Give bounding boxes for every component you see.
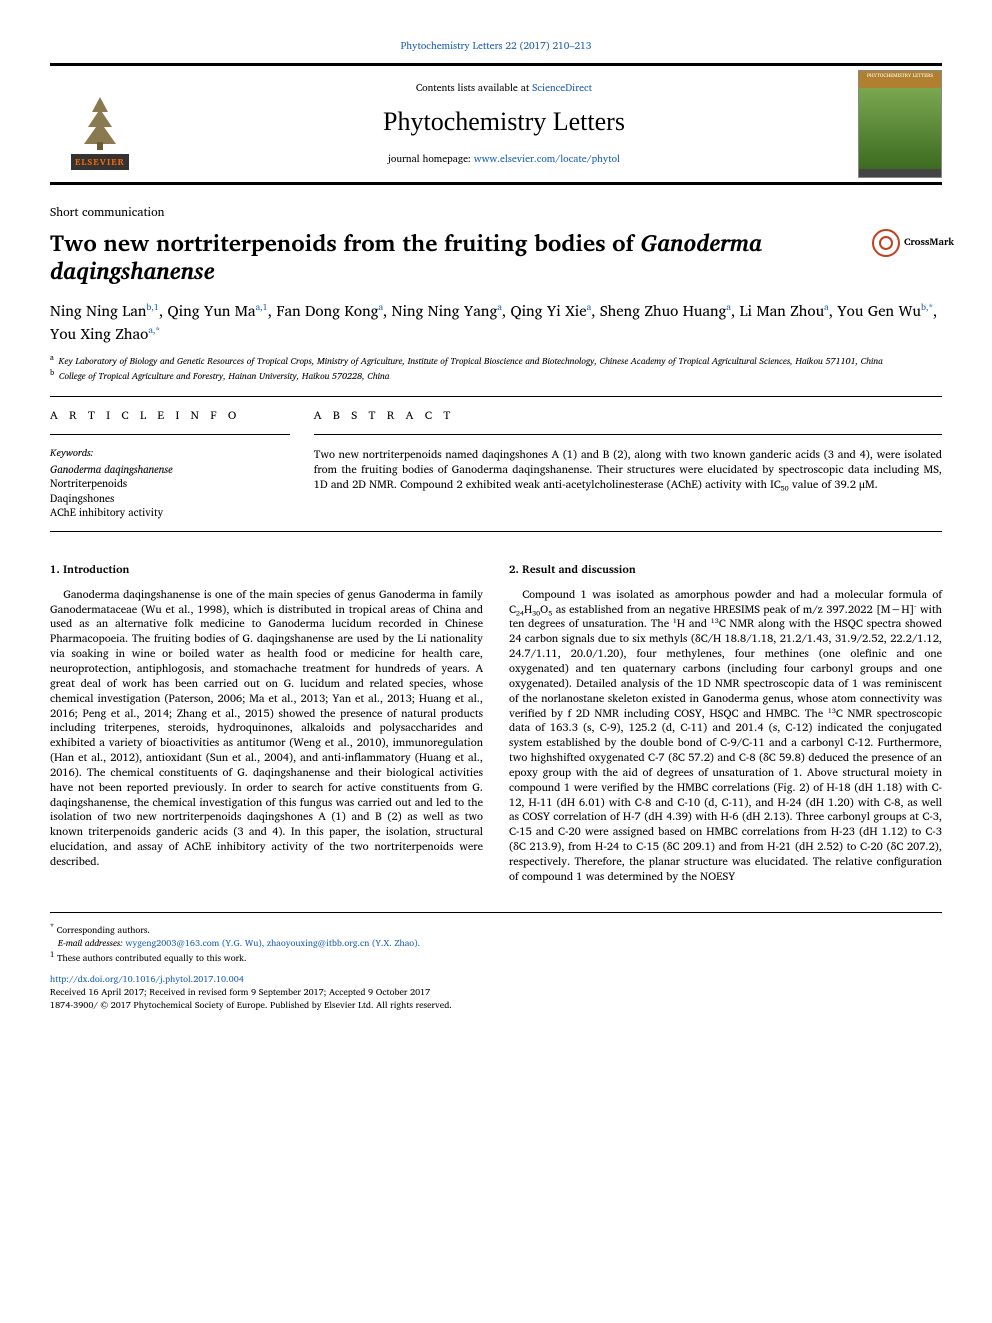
email-link[interactable]: wygeng2003@163.com (Y.G. Wu), zhaoyouxin…: [125, 935, 420, 950]
corresponding-note: * Corresponding authors.: [50, 921, 942, 936]
affiliation-b: b College of Tropical Agriculture and Fo…: [50, 368, 942, 383]
article-title: Two new nortriterpenoids from the fruiti…: [50, 229, 942, 287]
copyright-line: 1874-3900/ © 2017 Phytochemical Society …: [50, 998, 942, 1011]
cover-image: [859, 88, 941, 169]
header-center: Contents lists available at ScienceDirec…: [150, 82, 858, 166]
journal-header: ELSEVIER Contents lists available at Sci…: [50, 63, 942, 185]
journal-homepage-link[interactable]: www.elsevier.com/locate/phytol: [474, 151, 620, 167]
article-type: Short communication: [50, 205, 942, 221]
abstract-head: A B S T R A C T: [314, 409, 942, 435]
equal-contrib-note: 1 These authors contributed equally to t…: [50, 949, 942, 964]
elsevier-logo: ELSEVIER: [50, 74, 150, 174]
page-footer: * Corresponding authors. E-mail addresse…: [50, 912, 942, 1011]
article-info-head: A R T I C L E I N F O: [50, 409, 290, 435]
contents-line: Contents lists available at ScienceDirec…: [150, 82, 858, 95]
crossmark-icon: [872, 229, 900, 257]
keyword-item: AChE inhibitory activity: [50, 505, 290, 519]
info-abstract-block: A R T I C L E I N F O Keywords: Ganoderm…: [50, 396, 942, 532]
homepage-prefix: journal homepage:: [388, 151, 474, 167]
crossmark-label: CrossMark: [904, 236, 954, 249]
running-head: Phytochemistry Letters 22 (2017) 210–213: [50, 40, 942, 53]
homepage-line: journal homepage: www.elsevier.com/locat…: [150, 153, 858, 166]
journal-cover: PHYTOCHEMISTRY LETTERS: [858, 70, 942, 178]
cover-footer: [859, 169, 941, 177]
authors: Ning Ning Lanb,1, Qing Yun Maa,1, Fan Do…: [50, 300, 942, 345]
doi-link[interactable]: http://dx.doi.org/10.1016/j.phytol.2017.…: [50, 972, 942, 985]
abstract-text: Two new nortriterpenoids named daqingsho…: [314, 447, 942, 492]
sciencedirect-link[interactable]: ScienceDirect: [532, 80, 592, 96]
keywords-head: Keywords:: [50, 447, 290, 460]
email-line: E-mail addresses: wygeng2003@163.com (Y.…: [50, 936, 942, 949]
section-1-head: 1. Introduction: [50, 562, 483, 577]
received-line: Received 16 April 2017; Received in revi…: [50, 985, 942, 998]
abstract-col: A B S T R A C T Two new nortriterpenoids…: [300, 397, 942, 531]
running-head-link[interactable]: Phytochemistry Letters 22 (2017) 210–213: [401, 38, 592, 54]
body-columns: 1. Introduction Ganoderma daqingshanense…: [50, 562, 942, 884]
crossmark-badge[interactable]: CrossMark: [872, 229, 962, 257]
contents-prefix: Contents lists available at: [416, 80, 532, 96]
affiliation-a: a Key Laboratory of Biology and Genetic …: [50, 353, 942, 368]
elsevier-tree-icon: [70, 92, 130, 152]
article-info-col: A R T I C L E I N F O Keywords: Ganoderm…: [50, 397, 300, 531]
cover-title: PHYTOCHEMISTRY LETTERS: [859, 71, 941, 88]
section-2-head: 2. Result and discussion: [509, 562, 942, 577]
keywords-list: Ganoderma daqingshanenseNortriterpenoids…: [50, 462, 290, 519]
section-1-body: Ganoderma daqingshanense is one of the m…: [50, 587, 483, 869]
affiliations: a Key Laboratory of Biology and Genetic …: [50, 353, 942, 382]
journal-title: Phytochemistry Letters: [150, 105, 858, 139]
section-2-body: Compound 1 was isolated as amorphous pow…: [509, 587, 942, 884]
elsevier-wordmark: ELSEVIER: [71, 154, 129, 170]
